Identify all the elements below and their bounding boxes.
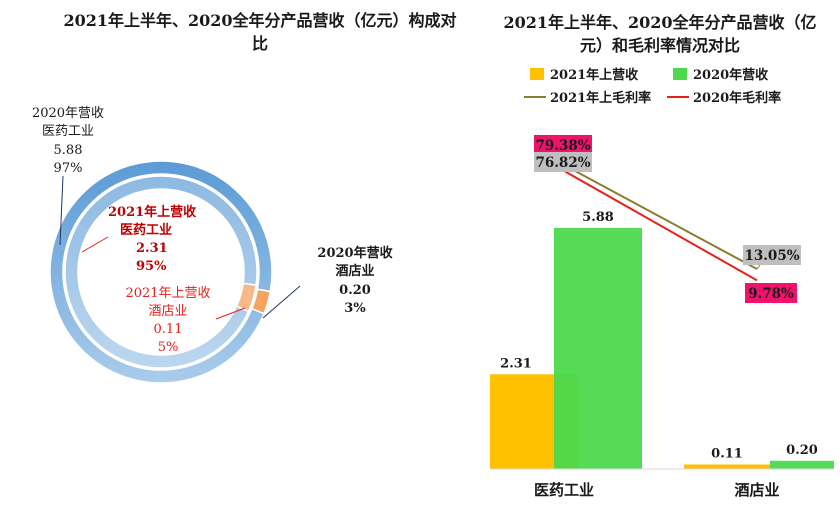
chart-legend: 2021年上营收 2020年营收 2021年上毛利率 2020年毛利率 bbox=[524, 67, 781, 106]
bar-label-hotel-rev2021h1: 0.11 bbox=[711, 446, 743, 461]
bar-pharma-rev2020 bbox=[554, 227, 642, 469]
legend-label: 2021年上毛利率 bbox=[550, 90, 651, 106]
label-value: 0.11 bbox=[154, 322, 183, 337]
legend-item-rev2020: 2020年营收 bbox=[673, 67, 769, 83]
callout-gm2021h1-hotel bbox=[756, 264, 761, 270]
label-text: 13.05% bbox=[744, 248, 799, 264]
margin-line-series bbox=[563, 164, 758, 282]
label-text: 79.38% bbox=[535, 138, 590, 154]
label-text: 76.82% bbox=[535, 155, 590, 171]
label-gm2020-pharma: 79.38% bbox=[534, 135, 592, 155]
legend-label: 2020年营收 bbox=[693, 67, 769, 83]
bar-label-pharma-rev2020: 5.88 bbox=[582, 210, 614, 225]
label-percent: 97% bbox=[54, 161, 83, 176]
bar-label-hotel-rev2020: 0.20 bbox=[786, 443, 818, 458]
label-value: 0.20 bbox=[339, 283, 371, 298]
label-series: 2020年营收 bbox=[317, 245, 393, 261]
x-axis-tick-labels: 医药工业 酒店业 bbox=[534, 481, 780, 499]
donut-label-inner-pharma: 2021年上营收 医药工业 2.31 95% bbox=[108, 204, 197, 274]
bar-hotel-rev2021h1 bbox=[684, 464, 770, 469]
donut-inner-slice-hotel bbox=[235, 282, 257, 313]
label-value: 5.88 bbox=[54, 143, 83, 158]
bar-label-pharma-rev2021h1: 2.31 bbox=[500, 356, 532, 371]
bar-series: 2.31 5.88 0.11 0.20 bbox=[490, 210, 834, 469]
line-gm2020 bbox=[563, 169, 758, 282]
legend-item-gm2020: 2020年毛利率 bbox=[667, 90, 781, 106]
leader-inner-pharma bbox=[81, 236, 109, 253]
donut-label-inner-hotel: 2021年上营收 酒店业 0.11 5% bbox=[125, 286, 210, 355]
donut-chart bbox=[49, 160, 273, 384]
label-text: 9.78% bbox=[748, 286, 794, 302]
legend-label: 2020年毛利率 bbox=[693, 90, 781, 106]
right-chart-title: 2021年上半年、2020全年分产品营收（亿元）和毛利率情况对比 bbox=[503, 13, 817, 55]
x-tick-label-0: 医药工业 bbox=[534, 481, 594, 499]
leader-outer-pharma bbox=[59, 175, 64, 246]
label-percent: 95% bbox=[136, 259, 167, 274]
legend-swatch bbox=[673, 68, 687, 80]
label-gm2021h1-hotel: 13.05% bbox=[743, 245, 801, 265]
label-category: 酒店业 bbox=[335, 263, 374, 279]
label-box bbox=[534, 135, 592, 155]
label-gm2021h1-pharma: 76.82% bbox=[534, 152, 592, 172]
label-box bbox=[745, 283, 797, 303]
donut-leader-lines bbox=[59, 175, 301, 320]
label-series: 2021年上营收 bbox=[125, 286, 210, 301]
leader-outer-hotel bbox=[262, 285, 301, 319]
donut-label-outer-pharma: 2020年营收 医药工业 5.88 97% bbox=[32, 106, 104, 176]
legend-item-rev2021h1: 2021年上营收 bbox=[530, 67, 639, 83]
donut-inner-slice-pharma bbox=[64, 175, 258, 369]
label-gm2020-hotel: 9.78% bbox=[745, 283, 797, 303]
left-chart-title: 2021年上半年、2020全年分产品营收（亿元）构成对比 bbox=[63, 11, 457, 53]
leader-inner-hotel bbox=[215, 307, 246, 320]
label-box bbox=[534, 152, 592, 172]
margin-data-labels: 79.38%76.82% 13.05% 9.78% bbox=[534, 135, 801, 303]
donut-outer-slice-hotel bbox=[250, 288, 272, 315]
bar-hotel-rev2020 bbox=[770, 460, 834, 469]
label-percent: 3% bbox=[344, 301, 366, 316]
label-percent: 5% bbox=[158, 340, 179, 355]
label-category: 医药工业 bbox=[42, 124, 94, 139]
label-box bbox=[743, 245, 801, 265]
label-category: 酒店业 bbox=[148, 304, 187, 319]
label-series: 2020年营收 bbox=[32, 106, 104, 121]
donut-label-outer-hotel: 2020年营收 酒店业 0.20 3% bbox=[317, 245, 393, 316]
x-tick-label-1: 酒店业 bbox=[734, 481, 779, 499]
label-series: 2021年上营收 bbox=[108, 204, 197, 220]
legend-label: 2021年上营收 bbox=[550, 67, 639, 83]
label-category: 医药工业 bbox=[120, 222, 172, 238]
legend-swatch bbox=[530, 68, 544, 80]
legend-item-gm2021h1: 2021年上毛利率 bbox=[524, 90, 651, 106]
label-value: 2.31 bbox=[136, 241, 168, 256]
line-gm2021h1 bbox=[563, 164, 758, 270]
